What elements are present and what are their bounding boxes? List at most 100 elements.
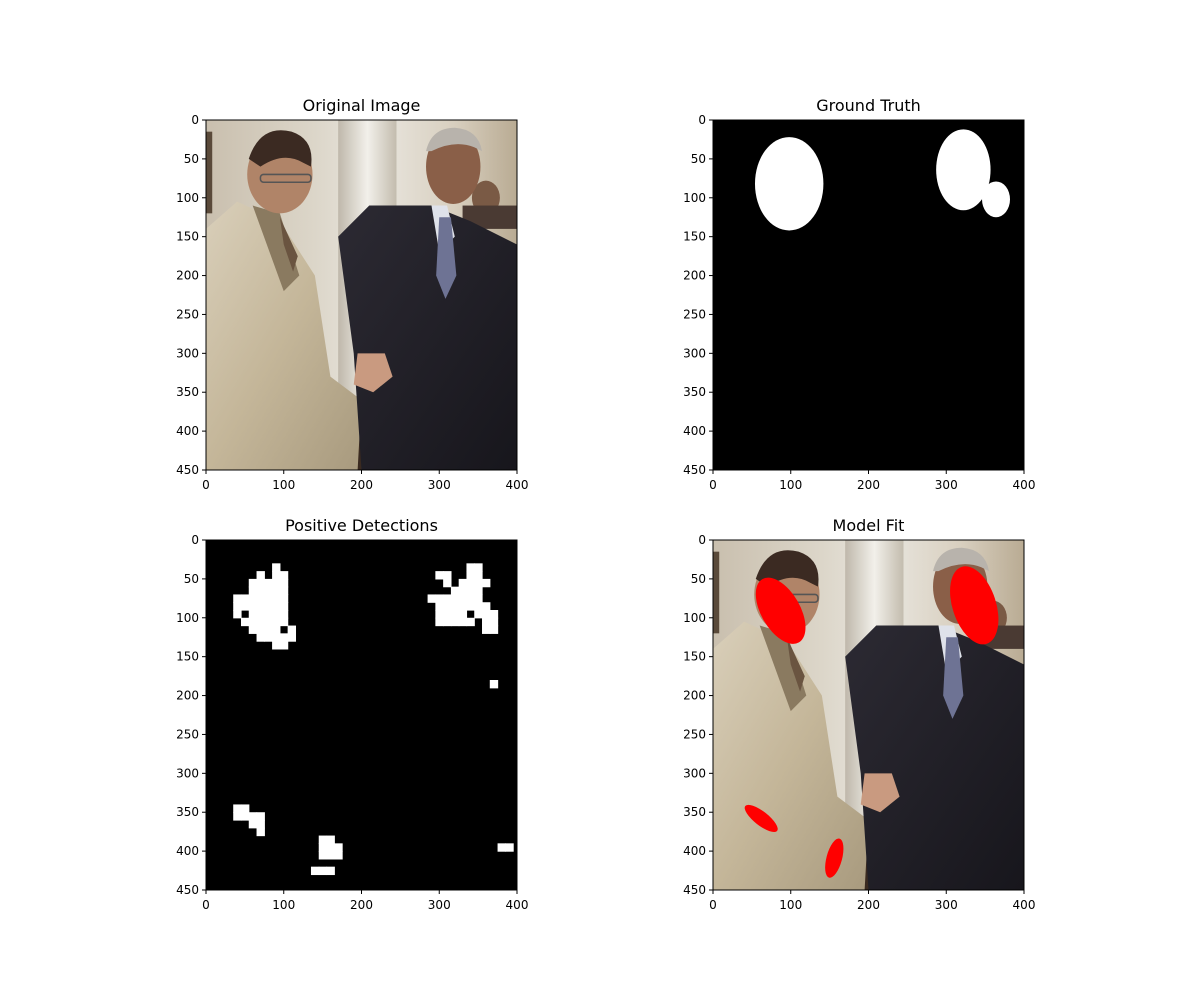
detection-cell: [256, 610, 265, 619]
truth-ellipse: [936, 129, 991, 211]
detection-cell: [474, 578, 483, 588]
detection-cell: [466, 563, 475, 572]
detection-cell: [489, 625, 499, 634]
detection-cell: [256, 571, 265, 580]
detection-cell: [248, 625, 258, 634]
detection-cell: [310, 866, 320, 876]
detection-cell: [334, 843, 343, 852]
detection-cell: [248, 812, 258, 821]
detection-cell: [326, 851, 335, 860]
detection-cell: [450, 610, 460, 619]
detection-cell: [450, 586, 460, 596]
detection-cell: [240, 617, 250, 627]
y-tick-label: 300: [176, 766, 199, 780]
detection-cell: [443, 578, 452, 588]
image-area: [206, 120, 517, 470]
detection-cell: [272, 617, 281, 627]
detection-cell: [326, 866, 335, 876]
detection-cell: [435, 602, 444, 611]
detection-cell: [474, 602, 483, 611]
detection-cell: [240, 804, 250, 813]
detection-cell: [279, 578, 289, 588]
detection-cell: [505, 843, 514, 852]
detection-cell: [240, 594, 250, 603]
y-tick-label: 250: [176, 307, 199, 321]
panel-2: Ground Truth 0 100 200 300 400 0 50 100 150 200 250…: [683, 96, 1035, 492]
detection-cell: [443, 610, 452, 619]
x-tick-label: 0: [202, 478, 210, 492]
detection-cell: [248, 617, 258, 627]
panel-title: Positive Detections: [285, 516, 438, 535]
fit-ellipse: [744, 804, 778, 833]
detection-cell: [466, 594, 475, 603]
detection-cell: [248, 578, 258, 588]
x-tick-label: 100: [779, 478, 802, 492]
y-tick-label: 200: [683, 269, 706, 283]
detection-cell: [334, 851, 343, 860]
detection-cell: [256, 633, 265, 642]
detection-cell: [233, 812, 242, 821]
detection-cell: [450, 594, 460, 603]
detection-cell: [279, 610, 289, 619]
y-tick-label: 450: [176, 463, 199, 477]
y-tick-label: 0: [698, 113, 706, 127]
panel-4: Model Fit 0 100 200 300 400 0 50 100 150 200 250 300…: [683, 516, 1035, 912]
detection-cell: [279, 641, 289, 650]
detection-cell: [474, 586, 483, 596]
y-tick-label: 200: [176, 269, 199, 283]
detection-cell: [256, 578, 265, 588]
detection-cell: [474, 563, 483, 572]
y-tick-label: 350: [683, 805, 706, 819]
detection-cell: [427, 594, 436, 603]
detection-cell: [318, 866, 328, 876]
detection-cell: [264, 594, 273, 603]
x-tick-label: 200: [350, 898, 373, 912]
detection-cell: [240, 812, 250, 821]
detection-cell: [264, 610, 273, 619]
detection-cell: [466, 617, 475, 627]
detection-cell: [482, 610, 491, 619]
detection-cell: [458, 594, 468, 603]
y-tick-label: 350: [683, 385, 706, 399]
detection-cell: [264, 586, 273, 596]
detection-cell: [443, 594, 452, 603]
y-tick-label: 250: [683, 727, 706, 741]
y-tick-label: 200: [683, 689, 706, 703]
y-tick-label: 350: [176, 805, 199, 819]
image-area: [713, 120, 1024, 470]
x-tick-label: 0: [709, 478, 717, 492]
detection-cell: [248, 820, 258, 829]
detection-cell: [279, 602, 289, 611]
x-tick-label: 300: [428, 898, 451, 912]
truth-ellipse: [754, 137, 824, 231]
detection-cell: [272, 578, 281, 588]
detection-cell: [272, 586, 281, 596]
detection-cell: [248, 610, 258, 619]
detection-cell: [318, 843, 328, 852]
detection-cell: [287, 633, 297, 642]
y-tick-label: 350: [176, 385, 199, 399]
detection-cell: [489, 610, 499, 619]
y-tick-label: 150: [683, 650, 706, 664]
detection-cell: [489, 680, 499, 689]
fit-ellipse: [825, 838, 844, 878]
detection-cell: [264, 578, 273, 588]
truth-ellipse: [982, 181, 1011, 218]
detection-cell: [233, 804, 242, 813]
detection-cell: [466, 602, 475, 611]
detection-cell: [497, 843, 506, 852]
y-tick-label: 450: [176, 883, 199, 897]
x-tick-label: 0: [202, 898, 210, 912]
image-area: [713, 540, 1024, 890]
y-tick-label: 250: [176, 727, 199, 741]
y-tick-label: 0: [191, 113, 199, 127]
x-tick-label: 300: [428, 478, 451, 492]
y-tick-label: 150: [176, 230, 199, 244]
y-tick-label: 450: [683, 463, 706, 477]
detection-cell: [474, 610, 483, 619]
detection-cell: [482, 625, 491, 634]
y-tick-label: 50: [184, 152, 199, 166]
detection-cell: [489, 617, 499, 627]
detection-cell: [279, 617, 289, 627]
